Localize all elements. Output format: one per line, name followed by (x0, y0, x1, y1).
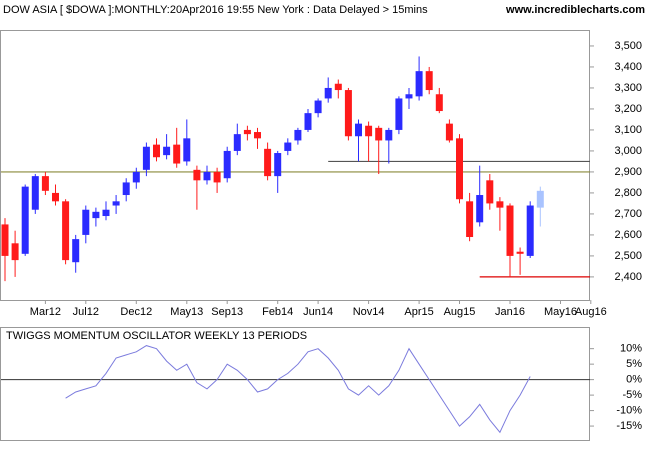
candle-body (102, 209, 110, 217)
candle-body (112, 201, 120, 206)
candle-body (122, 182, 130, 196)
y-tick-label: 3,200 (614, 103, 642, 115)
oscillator-title: TWIGGS MOMENTUM OSCILLATOR WEEKLY 13 PER… (6, 330, 307, 342)
candle-body (233, 134, 241, 151)
candle-body (516, 251, 524, 254)
x-tick-label: Jul12 (73, 306, 99, 318)
y-tick-label: 5% (626, 358, 642, 370)
candle-body (284, 142, 292, 151)
candle-body (153, 144, 160, 158)
candle-body (365, 125, 373, 137)
candle-body (496, 201, 504, 208)
candle-body (375, 127, 383, 141)
candle-body (132, 171, 140, 183)
candle-body (11, 243, 19, 261)
candle-body (405, 94, 413, 99)
candle-body (294, 129, 302, 141)
x-tick-label: Aug16 (575, 306, 607, 318)
candle-body (415, 71, 423, 97)
candle-body (304, 113, 312, 130)
candle-body (193, 169, 201, 181)
candle-body (243, 129, 251, 135)
candle-body (41, 176, 49, 191)
y-tick-label: -5% (622, 389, 642, 401)
candle-body (92, 211, 100, 219)
candle-body (223, 150, 231, 179)
x-tick-label: Nov14 (353, 306, 385, 318)
y-tick-label: -15% (616, 420, 642, 432)
candle-body (456, 138, 463, 200)
x-tick-label: Apr15 (404, 306, 433, 318)
candle-body (203, 171, 211, 181)
candle-body (72, 239, 80, 263)
candle-body (466, 201, 474, 238)
x-tick-label: May13 (170, 306, 203, 318)
candle-body (355, 123, 362, 137)
candle-body (183, 138, 191, 162)
candle-body (526, 205, 534, 256)
candle-body (506, 205, 514, 256)
candle-body (536, 190, 544, 208)
x-tick-label: Jan16 (495, 306, 525, 318)
candle-body (344, 90, 352, 137)
x-tick-label: Aug15 (444, 306, 476, 318)
x-tick-label: Dec12 (120, 306, 152, 318)
candle-body (21, 186, 29, 254)
candle-body (31, 176, 39, 210)
candle-body (385, 129, 393, 141)
chart-title: DOW ASIA [ $DOWA ]:MONTHLY:20Apr2016 19:… (3, 4, 428, 16)
source: www.incrediblecharts.com (505, 4, 645, 16)
y-tick-label: 3,500 (614, 40, 642, 52)
y-tick-label: 3,300 (614, 82, 642, 94)
candle-body (324, 87, 332, 99)
candle-body (445, 123, 453, 141)
candle-body (334, 83, 342, 91)
x-tick-label: Jun14 (303, 306, 333, 318)
y-tick-label: 0% (626, 374, 642, 386)
candle-body (142, 146, 150, 170)
candle-body (213, 171, 221, 183)
y-tick-label: 2,900 (614, 166, 642, 178)
y-tick-label: 2,800 (614, 187, 642, 199)
x-tick-label: May16 (544, 306, 577, 318)
x-tick-label: Feb14 (262, 306, 293, 318)
candle-body (1, 224, 9, 256)
candle-body (82, 209, 90, 235)
y-tick-label: -10% (616, 404, 642, 416)
oscillator-panel (0, 327, 590, 441)
y-tick-label: 3,400 (614, 61, 642, 73)
candle-body (476, 195, 484, 223)
candle-body (486, 180, 494, 204)
candle-body (274, 153, 282, 177)
main-panel (0, 30, 590, 301)
y-tick-label: 2,600 (614, 229, 642, 241)
y-tick-label: 10% (620, 343, 642, 355)
candle-body (254, 132, 261, 139)
candle-body (173, 144, 181, 164)
y-tick-label: 3,000 (614, 145, 642, 157)
x-tick-label: Mar12 (30, 306, 61, 318)
y-tick-label: 3,100 (614, 124, 642, 136)
y-tick-label: 2,500 (614, 250, 642, 262)
y-tick-label: 2,400 (614, 271, 642, 283)
oscillator-line (65, 345, 531, 434)
candle-body (163, 146, 171, 156)
candle-body (395, 98, 403, 130)
x-tick-label: Sep13 (211, 306, 243, 318)
candle-body (62, 201, 70, 261)
candle-body (52, 192, 59, 202)
candle-body (435, 94, 443, 112)
y-tick-label: 2,700 (614, 208, 642, 220)
candle-body (314, 100, 322, 114)
candle-body (264, 148, 272, 177)
candle-body (425, 71, 433, 91)
